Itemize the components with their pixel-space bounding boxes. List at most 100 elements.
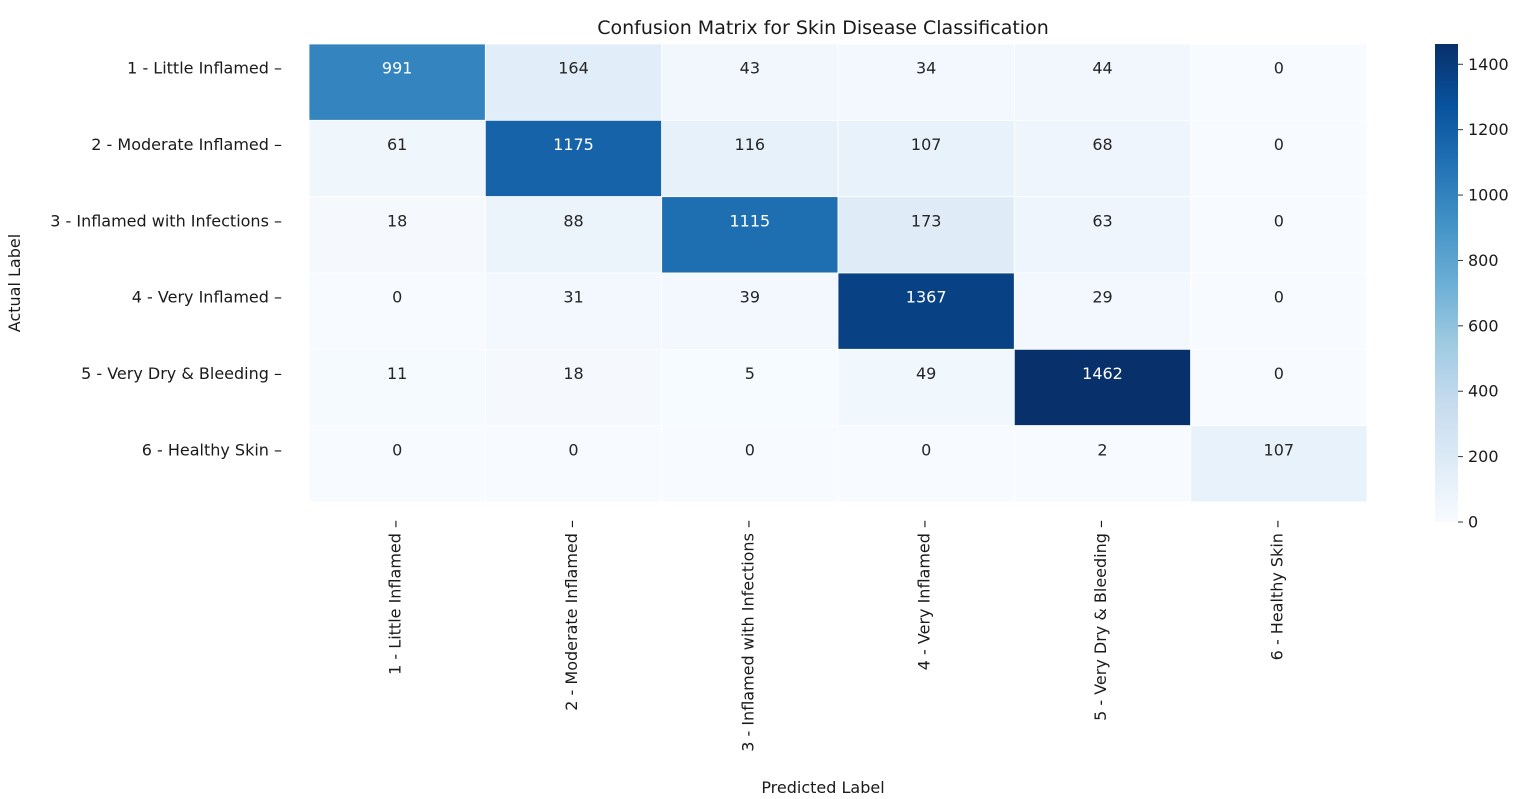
cell-value-r6-c3: 0 bbox=[745, 440, 755, 459]
cell-value-r3-c4: 173 bbox=[911, 211, 942, 230]
heatmap-cell-r5-c5 bbox=[1013, 348, 1192, 427]
row-tick-label-2: 2 - Moderate Inflamed – bbox=[91, 135, 282, 154]
heatmap-cell-r1-c3 bbox=[661, 43, 839, 121]
cell-value-r2-c5: 68 bbox=[1092, 135, 1112, 154]
cell-value-r5-c5: 1462 bbox=[1082, 364, 1123, 383]
heatmap-cell-r6-c6 bbox=[1190, 425, 1368, 503]
colorbar-tick-label-6: 1000 bbox=[1468, 186, 1509, 205]
heatmap-cell-r6-c2 bbox=[484, 425, 663, 503]
heatmap-cell-r3-c1 bbox=[308, 196, 486, 274]
heatmap-cell-r4-c5 bbox=[1013, 272, 1192, 350]
cell-value-r5-c4: 49 bbox=[916, 364, 936, 383]
heatmap-cell-r6-c5 bbox=[1013, 425, 1192, 503]
cell-value-r2-c1: 61 bbox=[387, 135, 407, 154]
cell-value-r1-c3: 43 bbox=[740, 59, 760, 78]
cell-value-r6-c1: 0 bbox=[392, 440, 402, 459]
heatmap-cell-r3-c5 bbox=[1013, 196, 1192, 274]
heatmap-cell-r1-c4 bbox=[837, 43, 1015, 121]
heatmap-cell-r2-c2 bbox=[484, 119, 663, 198]
cell-value-r3-c5: 63 bbox=[1092, 211, 1112, 230]
cell-value-r3-c6: 0 bbox=[1274, 211, 1284, 230]
heatmap-cell-r4-c4 bbox=[837, 272, 1015, 350]
cell-value-r2-c6: 0 bbox=[1274, 135, 1284, 154]
heatmap-cells: 991 164 43 34 44 0 61 1175 116 107 68 0 18 88 1115 173 6… bbox=[308, 43, 1368, 503]
cell-value-r1-c1: 991 bbox=[382, 59, 413, 78]
row-tick-labels: 1 - Little Inflamed – 2 - Moderate Inflam… bbox=[50, 59, 282, 460]
column-tick-label-4: 4 - Very Inflamed – bbox=[915, 520, 934, 670]
cell-value-r3-c2: 88 bbox=[563, 211, 583, 230]
cell-value-r5-c1: 11 bbox=[387, 364, 407, 383]
heatmap-cell-r4-c2 bbox=[484, 272, 663, 350]
row-tick-label-1: 1 - Little Inflamed – bbox=[127, 59, 282, 78]
cell-value-r5-c6: 0 bbox=[1274, 364, 1284, 383]
y-axis-title: Actual Label bbox=[5, 234, 24, 332]
colorbar-tick-label-8: 1400 bbox=[1468, 55, 1509, 74]
colorbar-tick-label-5: 800 bbox=[1468, 251, 1499, 270]
heatmap-cell-r3-c4 bbox=[837, 196, 1015, 274]
heatmap-cell-r5-c6 bbox=[1190, 348, 1368, 427]
cell-value-r4-c4: 1367 bbox=[906, 288, 947, 307]
cell-value-r2-c3: 116 bbox=[735, 135, 766, 154]
heatmap-cell-r2-c6 bbox=[1190, 119, 1368, 198]
heatmap-cell-r3-c6 bbox=[1190, 196, 1368, 274]
cell-value-r1-c5: 44 bbox=[1092, 59, 1112, 78]
cell-value-r6-c5: 2 bbox=[1097, 440, 1107, 459]
cell-value-r4-c6: 0 bbox=[1274, 288, 1284, 307]
colorbar-tick-label-4: 600 bbox=[1468, 316, 1499, 335]
colorbar-tick-label-1: 0 bbox=[1468, 513, 1478, 532]
row-tick-label-5: 5 - Very Dry & Bleeding – bbox=[81, 364, 282, 383]
heatmap-cell-r2-c3 bbox=[661, 119, 839, 198]
heatmap-cell-r2-c5 bbox=[1013, 119, 1192, 198]
cell-value-r6-c6: 107 bbox=[1264, 440, 1295, 459]
cell-value-r4-c2: 31 bbox=[563, 288, 583, 307]
column-tick-label-3: 3 - Inflamed with Infections – bbox=[738, 520, 757, 752]
column-tick-label-1: 1 - Little Inflamed – bbox=[386, 520, 405, 675]
column-tick-label-2: 2 - Moderate Inflamed – bbox=[562, 520, 581, 711]
heatmap-cell-r2-c4 bbox=[837, 119, 1015, 198]
heatmap-cell-r4-c3 bbox=[661, 272, 839, 350]
cell-value-r1-c6: 0 bbox=[1274, 59, 1284, 78]
cell-value-r2-c2: 1175 bbox=[553, 135, 594, 154]
heatmap-cell-r6-c4 bbox=[837, 425, 1015, 503]
column-tick-label-6: 6 - Healthy Skin – bbox=[1267, 520, 1286, 660]
heatmap-cell-r4-c6 bbox=[1190, 272, 1368, 350]
heatmap-cell-r1-c6 bbox=[1190, 43, 1368, 121]
cell-value-r1-c2: 164 bbox=[558, 59, 589, 78]
heatmap-cell-r5-c3 bbox=[661, 348, 839, 427]
heatmap-cell-r5-c4 bbox=[837, 348, 1015, 427]
row-tick-label-4: 4 - Very Inflamed – bbox=[132, 288, 282, 307]
cell-value-r4-c5: 29 bbox=[1092, 288, 1112, 307]
cell-value-r4-c1: 0 bbox=[392, 288, 402, 307]
heatmap-cell-r5-c1 bbox=[308, 348, 486, 427]
heatmap-cell-r1-c5 bbox=[1013, 43, 1192, 121]
heatmap-cell-r6-c1 bbox=[308, 425, 486, 503]
chart-title: Confusion Matrix for Skin Disease Classi… bbox=[597, 17, 1048, 39]
heatmap-cell-r3-c2 bbox=[484, 196, 663, 274]
cell-value-r5-c2: 18 bbox=[563, 364, 583, 383]
colorbar-gradient bbox=[1435, 44, 1458, 522]
row-tick-label-6: 6 - Healthy Skin – bbox=[142, 440, 282, 459]
heatmap-cell-r6-c3 bbox=[661, 425, 839, 503]
column-tick-labels: 1 - Little Inflamed – 2 - Moderate Inflam… bbox=[386, 520, 1287, 752]
heatmap-cell-r1-c2 bbox=[484, 43, 663, 121]
cell-value-r2-c4: 107 bbox=[911, 135, 942, 154]
cell-value-r3-c1: 18 bbox=[387, 211, 407, 230]
x-axis-title: Predicted Label bbox=[761, 778, 884, 797]
heatmap-cell-r4-c1 bbox=[308, 272, 486, 350]
cell-value-r6-c2: 0 bbox=[568, 440, 578, 459]
colorbar-tick-label-3: 400 bbox=[1468, 382, 1499, 401]
cell-value-r1-c4: 34 bbox=[916, 59, 936, 78]
column-tick-label-5: 5 - Very Dry & Bleeding – bbox=[1091, 520, 1110, 721]
cell-value-r3-c3: 1115 bbox=[729, 211, 770, 230]
colorbar-tick-label-7: 1200 bbox=[1468, 120, 1509, 139]
heatmap-cell-r1-c1 bbox=[308, 43, 486, 121]
cell-value-r4-c3: 39 bbox=[740, 288, 760, 307]
heatmap-cell-r3-c3 bbox=[661, 196, 839, 274]
heatmap-cell-r5-c2 bbox=[484, 348, 663, 427]
row-tick-label-3: 3 - Inflamed with Infections – bbox=[50, 211, 282, 230]
heatmap-cell-r2-c1 bbox=[308, 119, 486, 198]
cell-value-r6-c4: 0 bbox=[921, 440, 931, 459]
colorbar-tick-label-2: 200 bbox=[1468, 447, 1499, 466]
colorbar: 0 200 400 600 800 1000 1200 1400 bbox=[1435, 44, 1509, 532]
